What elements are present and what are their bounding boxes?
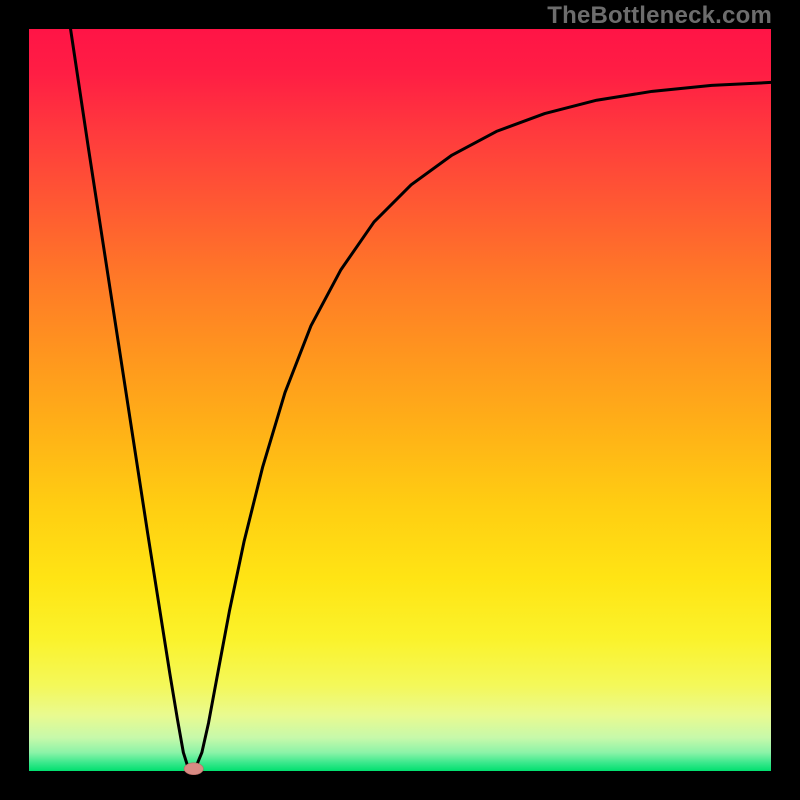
bottleneck-chart — [0, 0, 800, 800]
attribution-text: TheBottleneck.com — [547, 2, 772, 30]
optimum-marker — [184, 763, 203, 775]
chart-frame: TheBottleneck.com — [0, 0, 800, 800]
plot-background — [29, 29, 771, 771]
